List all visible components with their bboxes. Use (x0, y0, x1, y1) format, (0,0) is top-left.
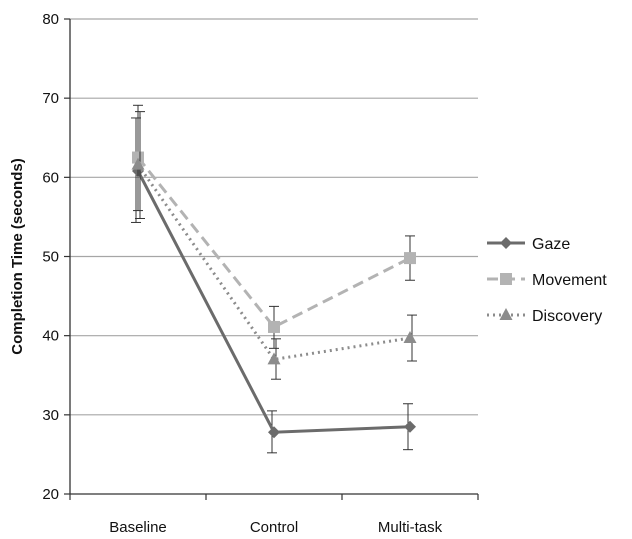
legend-item: Gaze (487, 236, 570, 253)
y-tick-label: 40 (42, 328, 59, 345)
y-tick-label: 70 (42, 90, 59, 107)
y-tick-label: 80 (42, 11, 59, 28)
legend-item: Movement (487, 272, 607, 289)
x-tick-label: Control (250, 519, 298, 536)
x-tick-label: Multi-task (378, 519, 443, 536)
data-point (268, 320, 280, 333)
series-movement (132, 104, 416, 349)
legend-swatch-marker (499, 308, 513, 320)
series-layer (131, 104, 417, 454)
y-axis-ticks: 20 30 40 50 60 70 80 (42, 11, 70, 503)
data-point (404, 420, 416, 433)
y-tick-label: 60 (42, 169, 59, 186)
legend-swatch-marker (500, 237, 512, 249)
series-discovery (131, 111, 417, 380)
legend: Gaze Movement Discovery (487, 236, 607, 325)
series-gaze (131, 117, 416, 454)
legend-label: Movement (532, 272, 607, 289)
data-point (404, 252, 416, 265)
series-line (136, 163, 411, 362)
data-point (132, 151, 144, 164)
legend-label: Discovery (532, 308, 602, 325)
legend-item: Discovery (487, 308, 602, 325)
x-axis-ticks: Baseline Control Multi-task (69, 494, 479, 536)
series-line (136, 156, 411, 329)
data-point (403, 331, 417, 344)
data-point (131, 157, 145, 170)
y-tick-label: 50 (42, 249, 59, 266)
y-tick-label: 20 (42, 486, 59, 503)
y-axis-title: Completion Time (seconds) (9, 158, 26, 354)
legend-label: Gaze (532, 236, 570, 253)
y-tick-label: 30 (42, 407, 59, 424)
series-line (136, 170, 411, 434)
data-point (268, 426, 280, 439)
legend-swatch-marker (500, 273, 512, 285)
data-point (267, 352, 281, 365)
x-tick-label: Baseline (109, 519, 167, 536)
